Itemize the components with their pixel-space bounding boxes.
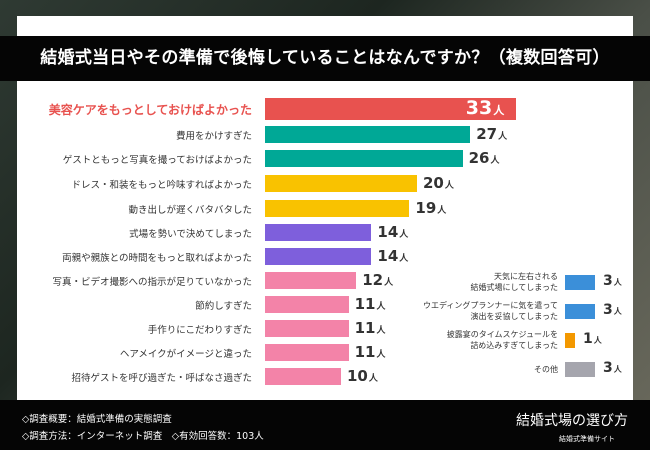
- secondary-value-label: 1人: [583, 331, 602, 347]
- value-unit: 人: [613, 307, 622, 316]
- value-number: 11: [354, 295, 376, 313]
- value-number: 33: [465, 97, 493, 119]
- category-label: 費用をかけすぎた: [175, 131, 252, 142]
- bar: [265, 224, 372, 241]
- value-label: 19人: [415, 199, 446, 217]
- value-number: 1: [583, 331, 593, 347]
- secondary-category-label: 天気に左右される結婚式場にしてしまった: [471, 271, 558, 293]
- bar: [265, 98, 516, 120]
- category-label: ゲストともっと写真を撮っておけばよかった: [62, 155, 252, 166]
- category-label: 写真・ビデオ撮影への指示が足りていなかった: [52, 277, 252, 288]
- label-line: ウエディングプランナーに気を遣って: [422, 301, 558, 310]
- value-unit: 人: [498, 132, 508, 142]
- label-line: その他: [534, 365, 558, 374]
- category-label: 手作りにこだわりすぎた: [147, 325, 252, 336]
- value-label: 33人: [466, 97, 504, 119]
- value-number: 12: [362, 271, 384, 289]
- value-unit: 人: [437, 206, 447, 216]
- value-label: 14人: [377, 223, 408, 241]
- value-number: 11: [354, 319, 376, 337]
- value-unit: 人: [593, 336, 602, 345]
- value-number: 3: [603, 360, 613, 376]
- footer: ◇調査概要：結婚式準備の実態調査 ◇調査方法：インターネット調査 ◇有効回答数：…: [0, 400, 650, 450]
- secondary-category-label: ウエディングプランナーに気を遣って演出を妥協してしまった: [423, 300, 558, 322]
- value-number: 26: [468, 149, 490, 167]
- value-unit: 人: [376, 326, 386, 336]
- bar: [265, 296, 349, 313]
- value-label: 20人: [423, 174, 454, 192]
- chart-title: 結婚式当日やその準備で後悔していることはなんですか？（複数回答可）: [0, 36, 650, 81]
- value-unit: 人: [399, 254, 409, 264]
- value-label: 11人: [355, 319, 386, 337]
- value-number: 20: [423, 174, 444, 192]
- bar: [265, 272, 357, 289]
- value-number: 19: [415, 199, 437, 217]
- category-label: 節約しすぎた: [195, 301, 252, 312]
- secondary-category-label: その他: [534, 364, 558, 375]
- value-label: 11人: [355, 295, 386, 313]
- secondary-value-label: 3人: [603, 302, 622, 318]
- secondary-bar: [565, 362, 595, 377]
- category-label: 式場を勢いで決めてしまった: [129, 229, 252, 240]
- value-label: 11人: [355, 343, 386, 361]
- value-number: 14: [377, 223, 399, 241]
- brand-subtitle: 結婚式準備サイト: [559, 435, 615, 443]
- value-unit: 人: [493, 104, 505, 117]
- secondary-bar: [565, 275, 595, 290]
- value-number: 10: [347, 367, 368, 385]
- category-label: 両親や親族との時間をもっと取ればよかった: [62, 253, 252, 264]
- category-label: 動き出しが遅くバタバタした: [128, 205, 252, 216]
- label-line: 披露宴のタイムスケジュールを: [446, 330, 558, 339]
- bar: [265, 175, 417, 192]
- value-label: 27人: [476, 125, 507, 143]
- secondary-bar: [565, 333, 575, 348]
- value-unit: 人: [399, 230, 409, 240]
- bar: [265, 150, 463, 167]
- value-unit: 人: [444, 181, 454, 191]
- secondary-value-label: 3人: [603, 273, 622, 289]
- value-unit: 人: [490, 156, 500, 166]
- value-number: 3: [603, 273, 613, 289]
- bar: [265, 200, 410, 217]
- value-label: 14人: [377, 247, 408, 265]
- value-label: 10人: [347, 367, 378, 385]
- secondary-value-label: 3人: [603, 360, 622, 376]
- value-label: 26人: [469, 149, 500, 167]
- bar: [265, 320, 349, 337]
- secondary-category-label: 披露宴のタイムスケジュールを詰め込みすぎてしまった: [447, 329, 558, 351]
- value-unit: 人: [376, 302, 386, 312]
- value-number: 11: [354, 343, 376, 361]
- value-number: 27: [476, 125, 498, 143]
- bar: [265, 248, 372, 265]
- bar: [265, 126, 471, 143]
- brand-logo-text: 結婚式場の選び方: [516, 413, 628, 429]
- label-line: 詰め込みすぎてしまった: [470, 341, 558, 350]
- secondary-bar: [565, 304, 595, 319]
- survey-method: ◇調査方法：インターネット調査 ◇有効回答数：103人: [22, 431, 264, 442]
- value-unit: 人: [368, 374, 378, 384]
- value-number: 14: [377, 247, 399, 265]
- value-number: 3: [603, 302, 613, 318]
- value-unit: 人: [613, 365, 622, 374]
- category-label: 美容ケアをもっとしておけばよかった: [48, 103, 252, 117]
- label-line: 結婚式場にしてしまった: [470, 283, 558, 292]
- label-line: 天気に左右される: [494, 272, 558, 281]
- value-unit: 人: [376, 350, 386, 360]
- survey-summary: ◇調査概要：結婚式準備の実態調査: [22, 414, 172, 425]
- category-label: 招待ゲストを呼び過ぎた・呼ばなさ過ぎた: [71, 373, 252, 384]
- value-unit: 人: [613, 278, 622, 287]
- category-label: ドレス・和装をもっと吟味すればよかった: [71, 180, 252, 191]
- bar: [265, 368, 341, 385]
- label-line: 演出を妥協してしまった: [470, 312, 558, 321]
- category-label: ヘアメイクがイメージと違った: [119, 349, 252, 360]
- bar: [265, 344, 349, 361]
- value-label: 12人: [362, 271, 393, 289]
- value-unit: 人: [384, 278, 394, 288]
